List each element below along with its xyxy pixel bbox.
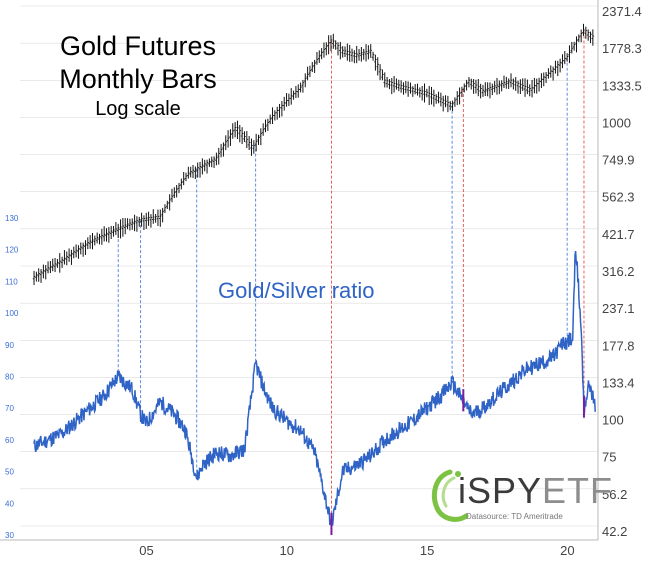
y-tick-label-left: 100 [5,309,19,318]
y-tick-label-left: 90 [5,341,14,350]
x-tick-label: 15 [420,543,434,558]
y-tick-label-right: 42.2 [602,524,627,539]
chart-title: Gold Futures Monthly Bars Log scale [18,30,258,122]
title-line-1: Gold Futures [59,31,217,61]
ratio-series-label: Gold/Silver ratio [218,278,375,303]
datasource-credit: Datasource: TD Ameritrade [466,512,563,521]
x-tick-label: 05 [139,543,153,558]
logo-wordmark: iSPYETF [458,470,613,512]
y-tick-label-right: 1778.3 [602,41,642,56]
y-tick-label-right: 237.1 [602,301,635,316]
y-tick-label-right: 100 [602,413,624,428]
y-tick-label-left: 30 [5,531,14,540]
y-tick-label-right: 133.4 [602,375,635,390]
logo-word-main: iSPY [458,470,543,511]
axes [0,0,599,541]
y-tick-label-left: 70 [5,404,14,413]
y-tick-label-right: 1333.5 [602,78,642,93]
y-tick-label-right: 56.2 [602,487,627,502]
logo-word-etf: ETF [542,470,614,511]
title-line-2: Monthly Bars [59,64,217,94]
x-tick-label: 10 [280,543,294,558]
y-tick-label-left: 120 [5,246,19,255]
y-tick-label-left: 130 [5,214,19,223]
tick-labels: 2371.4 1778.3 1333.5 1000 749.9 562.3 421.7 316… [5,4,642,558]
logo-swirl-icon [432,469,469,522]
y-tick-label-right: 421.7 [602,227,635,242]
ispyetf-logo: iSPYETF Datasource: TD Ameritrade [428,466,612,526]
y-tick-label-left: 80 [5,373,14,382]
y-tick-label-left: 40 [5,499,14,508]
x-tick-label: 20 [560,543,574,558]
y-tick-label-right: 316.2 [602,264,635,279]
y-tick-label-right: 2371.4 [602,4,642,19]
y-tick-label-right: 562.3 [602,190,635,205]
gold-monthly-bars [32,23,595,286]
gold-silver-ratio-line [33,250,596,526]
gold-silver-ratio-series [33,250,596,535]
y-tick-label-right: 177.8 [602,338,635,353]
y-tick-label-left: 60 [5,436,14,445]
y-tick-label-right: 75 [602,450,616,465]
y-tick-label-right: 1000 [602,115,631,130]
y-tick-label-left: 110 [5,277,18,286]
y-tick-label-left: 50 [5,468,14,477]
cycle-marker-lines [117,30,585,526]
title-line-3: Log scale [95,98,181,120]
y-tick-label-right: 749.9 [602,153,635,168]
